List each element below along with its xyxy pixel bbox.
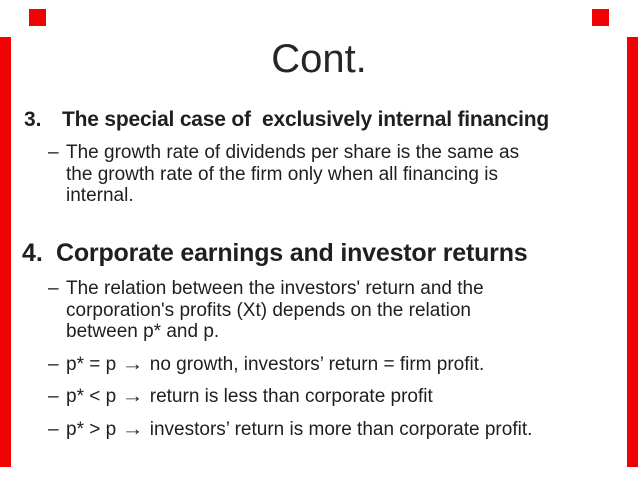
bullet-line: p* > p → investors’ return is more than … [66,419,532,440]
dash-bullet-icon: – [48,386,59,407]
bullet-line: p* = p → no growth, investors’ return = … [66,354,484,375]
bullet-line: p* < p → return is less than corporate p… [66,386,433,407]
bullet-line: The growth rate of dividends per share i… [66,142,520,163]
bullet-text: The growth rate of dividends per share i… [66,142,624,207]
red-marker-top-left [29,9,46,26]
formula-text: p* > p [66,418,117,440]
item-3-bullet-1: – The growth rate of dividends per share… [48,142,624,207]
result-text: investors’ return is more than corporate… [149,418,533,440]
formula-text: p* = p [66,353,117,375]
bullet-text: p* > p → investors’ return is more than … [66,419,624,441]
numbered-item-3: 3. The special case of exclusively inter… [24,108,624,207]
item-4-number: 4. [22,239,43,267]
item-4-bullet-2: – p* = p → no growth, investors’ return … [48,354,624,376]
item-4-heading-row: 4. Corporate earnings and investor retur… [22,239,624,268]
item-4-bullet-1: – The relation between the investors' re… [48,278,624,343]
item-3-heading-row: 3. The special case of exclusively inter… [24,108,624,132]
red-marker-top-right [592,9,609,26]
result-text: no growth, investors’ return = firm prof… [149,353,485,375]
dash-bullet-icon: – [48,418,59,440]
bullet-line: the growth rate of the firm only when al… [66,163,498,185]
bullet-text: The relation between the investors' retu… [66,278,624,343]
item-4-bullet-3: – p* < p → return is less than corporate… [48,386,624,408]
result-text: return is less than corporate profit [149,386,433,407]
numbered-item-4: 4. Corporate earnings and investor retur… [22,239,624,440]
formula-text: p* < p [66,386,117,407]
bullet-line: The relation between the investors' retu… [66,278,484,299]
item-3-number: 3. [24,108,42,131]
right-arrow-icon: → [122,353,144,375]
bullet-line: between p* and p. [66,321,220,342]
red-bar-right-edge [627,37,638,467]
bullet-text: p* < p → return is less than corporate p… [66,386,624,408]
right-arrow-icon: → [122,386,144,407]
dash-bullet-icon: – [48,353,59,375]
bullet-text: p* = p → no growth, investors’ return = … [66,354,624,376]
dash-bullet-icon: – [48,142,59,163]
right-arrow-icon: → [122,418,144,440]
item-3-heading: The special case of exclusively internal… [62,108,549,131]
item-4-heading: Corporate earnings and investor returns [56,239,528,267]
red-bar-left-edge [0,37,11,467]
bullet-line: internal. [66,185,134,206]
slide-title: Cont. [271,37,367,81]
item-4-bullet-4: – p* > p → investors’ return is more tha… [48,419,624,441]
dash-bullet-icon: – [48,278,59,299]
bullet-line: corporation's profits (Xt) depends on th… [66,299,471,321]
